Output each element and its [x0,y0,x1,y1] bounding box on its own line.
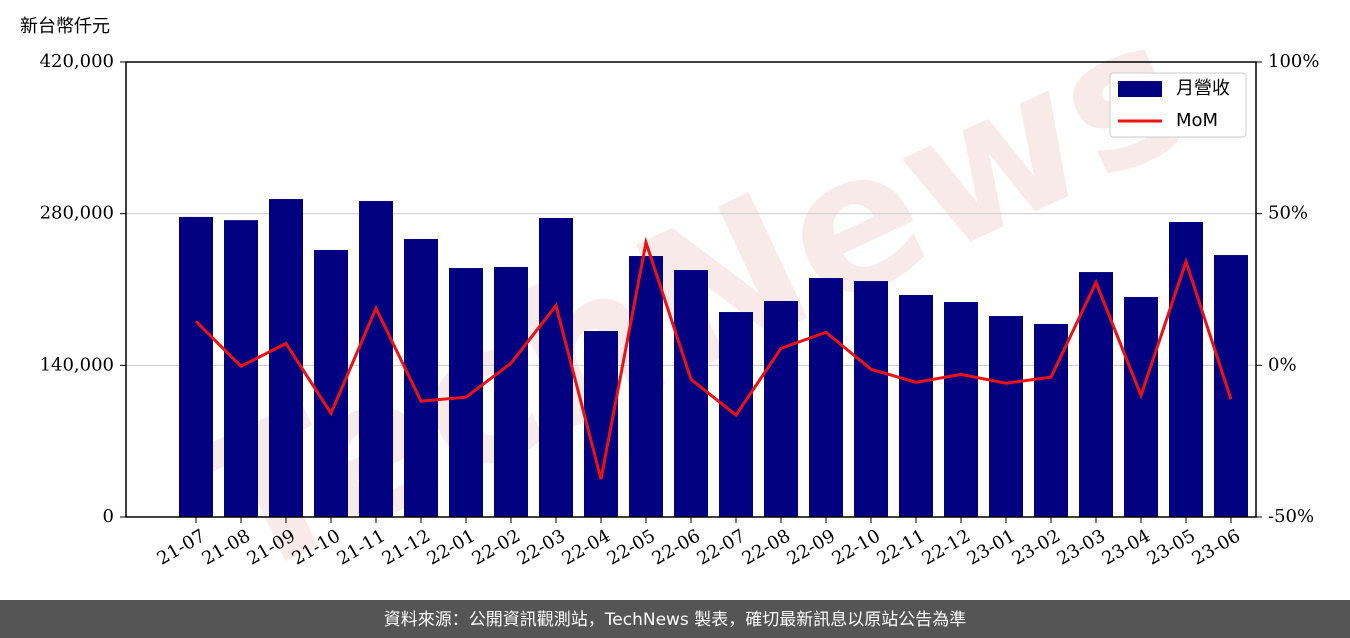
y-tick-label: 420,000 [40,51,114,72]
y2-tick-label: 100% [1268,51,1319,72]
x-tick-label: 22-12 [919,525,974,569]
x-tick-label: 22-08 [739,525,794,569]
x-tick-label: 23-03 [1054,525,1109,569]
bar [809,278,843,517]
x-tick-label: 21-07 [154,525,209,569]
x-tick-label: 22-07 [694,525,749,569]
x-tick-label: 22-09 [784,525,839,569]
line [194,236,1233,480]
bar [359,200,393,517]
bar [494,266,528,517]
x-tick-label: 23-06 [1189,525,1244,569]
bar [269,199,303,517]
x-tick-label: 23-05 [1144,525,1199,569]
legend-swatch [1118,81,1162,97]
y-tick-label: 280,000 [40,203,114,224]
y2-tick-label: 50% [1268,203,1308,224]
footer-bar [0,600,1350,638]
bar [899,295,933,517]
legend-label: MoM [1176,110,1218,131]
y2-tick-label: 0% [1268,354,1297,375]
x-tick-label: 23-04 [1099,525,1154,569]
y-tick-label: 140,000 [40,354,114,375]
y-tick-label: 0 [103,506,114,527]
x-tick-label: 22-02 [469,525,524,569]
bar [449,268,483,517]
x-tick-label: 23-01 [964,525,1019,569]
bar [764,300,798,517]
bar [1124,296,1158,517]
legend-label: 月營收 [1176,78,1230,99]
x-tick-label: 22-05 [604,525,659,569]
footer: 資料來源：公開資訊觀測站，TechNews 製表，確切最新訊息以原站公告為準 [384,610,966,630]
bar [674,270,708,517]
y-axis-label: 新台幣仟元 [20,16,110,37]
bar [944,301,978,517]
bar [629,256,663,517]
bar [1214,255,1248,518]
bar [1169,222,1203,517]
x-tick-label: 22-10 [829,525,884,569]
bar [854,281,888,517]
x-tick-label: 22-06 [649,525,704,569]
x-tick-label: 22-04 [559,525,614,569]
bar [989,316,1023,517]
x-tick-label: 22-11 [874,525,929,569]
bar [539,218,573,517]
bar [224,220,258,517]
x-tick-label: 23-02 [1009,525,1064,569]
y2-tick-label: -50% [1268,506,1314,527]
plot-frame [125,61,1257,518]
bar [179,216,213,517]
x-tick-label: 22-03 [514,525,569,569]
